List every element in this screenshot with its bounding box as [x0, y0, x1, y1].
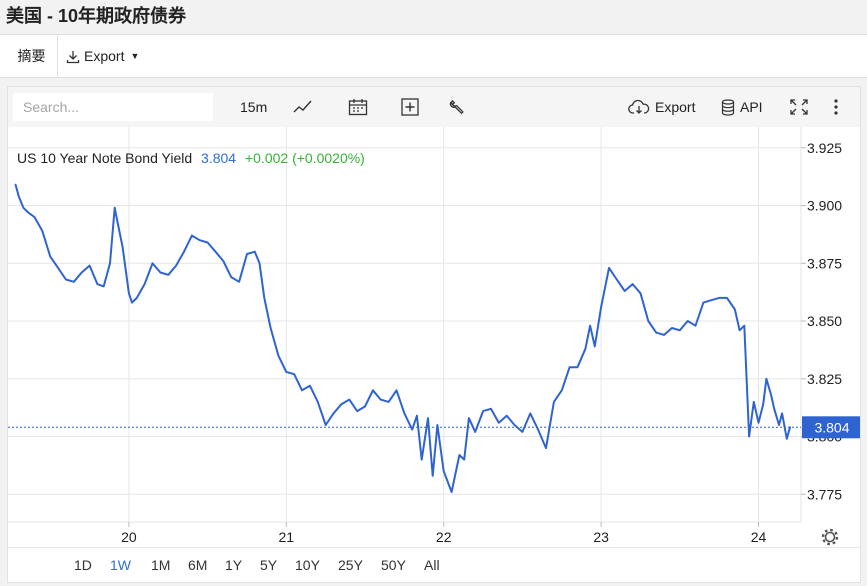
- page-title: 美国 - 10年期政府债券: [6, 6, 187, 26]
- y-tick-label: 3.900: [807, 198, 842, 214]
- range-button-25y[interactable]: 25Y: [338, 557, 363, 573]
- y-tick-label: 3.825: [807, 371, 842, 387]
- range-button-1w[interactable]: 1W: [110, 557, 131, 573]
- x-tick-label: 22: [436, 529, 452, 545]
- range-button-1m[interactable]: 1M: [151, 557, 171, 573]
- api-label: API: [740, 99, 763, 115]
- more-vertical-icon[interactable]: [833, 87, 839, 127]
- chart-legend: US 10 Year Note Bond Yield 3.804 +0.002 …: [17, 150, 365, 166]
- wrench-icon[interactable]: [448, 87, 466, 127]
- range-button-all[interactable]: All: [424, 557, 440, 573]
- chevron-down-icon: ▼: [130, 51, 140, 61]
- x-tick-label: 21: [279, 529, 295, 545]
- export-chart-button[interactable]: Export: [628, 87, 695, 127]
- chart-toolbar: 15m Export API: [8, 87, 860, 127]
- series-line: [14, 183, 791, 493]
- legend-series-name: US 10 Year Note Bond Yield: [17, 150, 192, 166]
- y-tick-label: 3.850: [807, 313, 842, 329]
- y-tick-label: 3.775: [807, 486, 842, 502]
- export-chart-label: Export: [655, 99, 696, 115]
- export-label: Export: [84, 48, 125, 64]
- time-range-bar: 1D 1W 1M 6M 1Y 5Y 10Y 25Y 50Y All: [8, 547, 860, 582]
- y-tick-label: 3.875: [807, 255, 842, 271]
- sub-navigation: 摘要 Export ▼: [0, 34, 867, 78]
- last-value-label: 3.804: [814, 419, 849, 435]
- interval-button[interactable]: 15m: [240, 99, 268, 115]
- x-tick-label: 20: [121, 529, 137, 545]
- last-value-badge: 3.804: [802, 416, 860, 439]
- range-button-10y[interactable]: 10Y: [295, 557, 320, 573]
- legend-value: 3.804: [201, 150, 236, 166]
- calendar-icon[interactable]: [348, 87, 368, 127]
- range-button-1y[interactable]: 1Y: [225, 557, 243, 573]
- search-input[interactable]: [13, 93, 213, 121]
- line-chart-icon[interactable]: [292, 87, 314, 127]
- fullscreen-icon[interactable]: [789, 87, 809, 127]
- range-button-5y[interactable]: 5Y: [260, 557, 278, 573]
- tab-summary[interactable]: 摘要: [6, 35, 58, 78]
- add-icon[interactable]: [401, 87, 419, 127]
- export-dropdown-button[interactable]: Export ▼: [66, 35, 139, 78]
- y-tick-label: 3.925: [807, 140, 842, 156]
- chart-card: 15m Export API: [7, 86, 861, 583]
- range-button-6m[interactable]: 6M: [188, 557, 208, 573]
- api-button[interactable]: API: [721, 87, 763, 127]
- cloud-download-icon: [628, 99, 650, 115]
- chart-settings-gear-icon[interactable]: [821, 528, 839, 546]
- download-icon: [66, 50, 80, 64]
- legend-change: +0.002 (+0.0020%): [245, 150, 365, 166]
- range-button-50y[interactable]: 50Y: [381, 557, 406, 573]
- line-chart[interactable]: 3.7753.8003.8253.8503.8753.9003.92520212…: [8, 127, 860, 549]
- database-icon: [721, 98, 735, 116]
- range-button-1d[interactable]: 1D: [74, 557, 92, 573]
- x-tick-label: 23: [593, 529, 609, 545]
- x-tick-label: 24: [751, 529, 767, 545]
